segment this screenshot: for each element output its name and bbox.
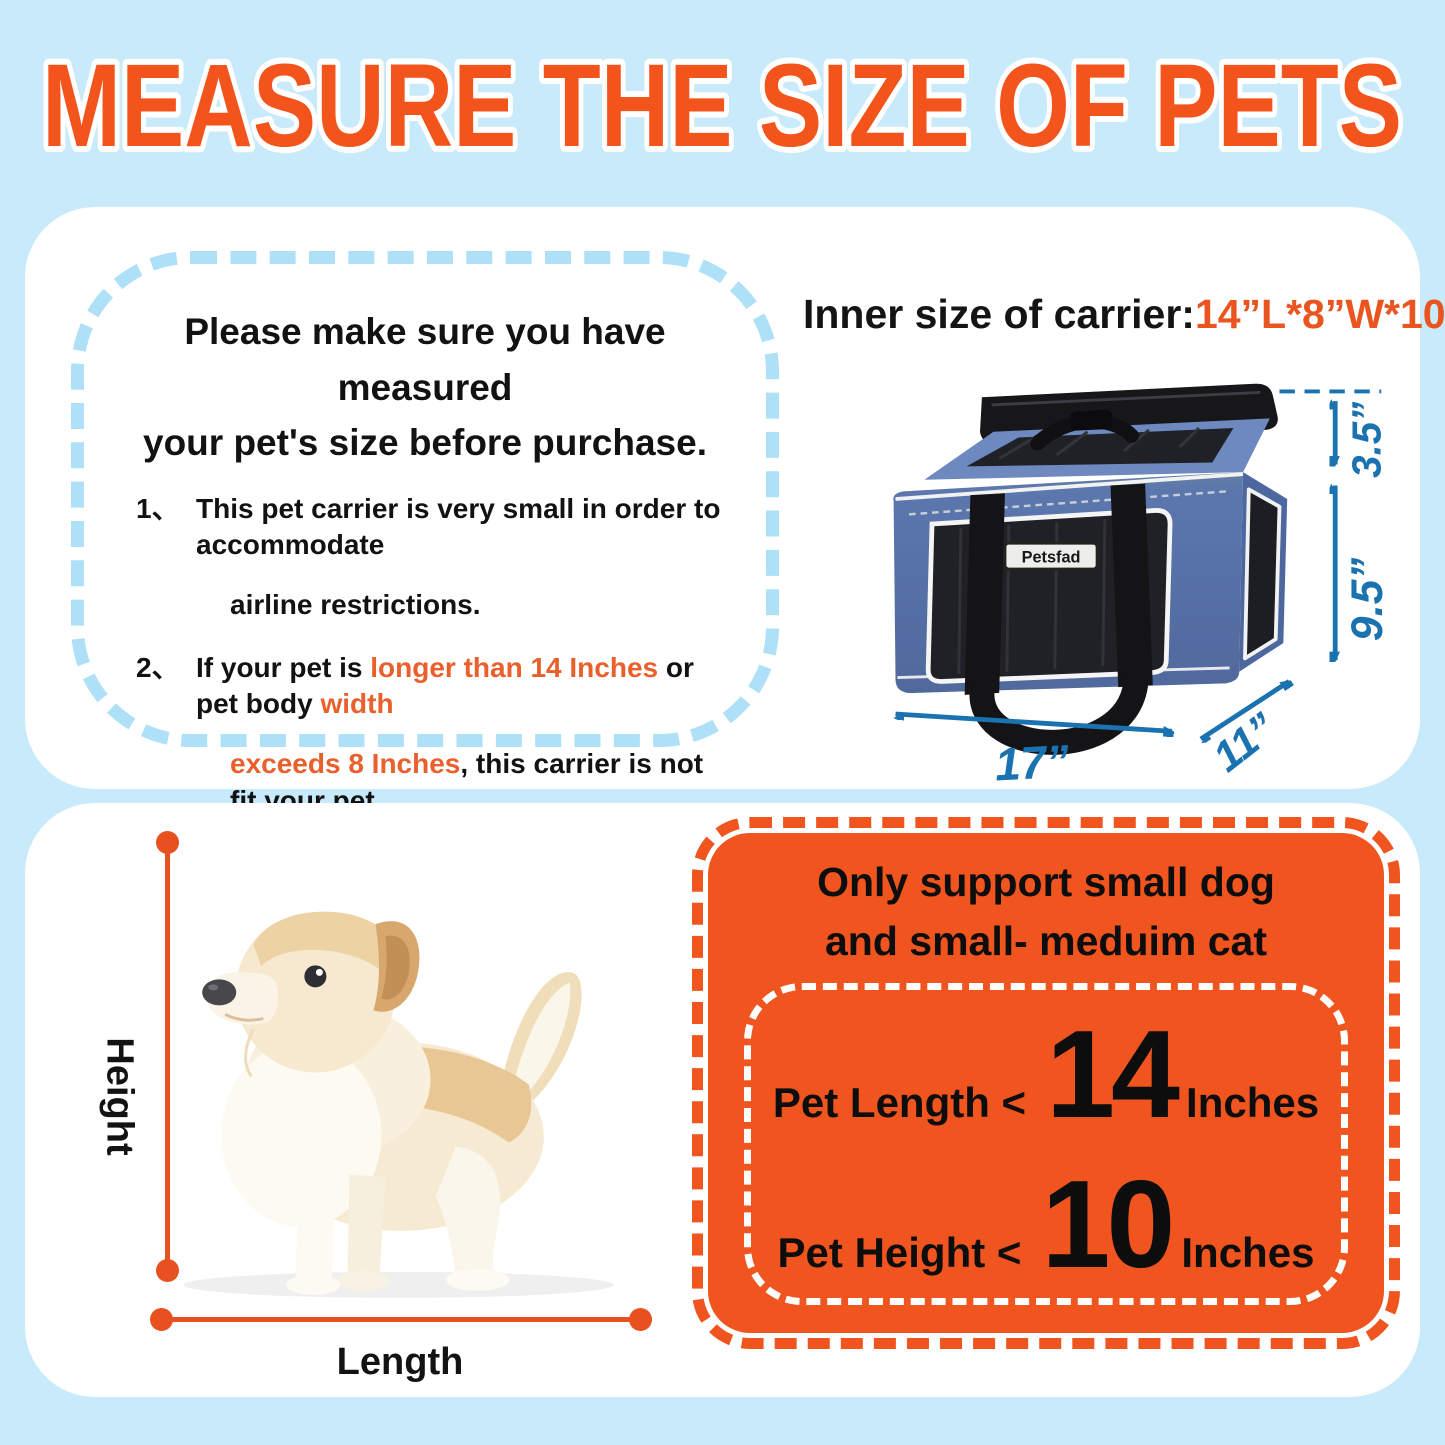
inner-size-value: 14”L*8”W*10”H [1194, 291, 1445, 337]
dog-chest [221, 1042, 382, 1227]
pet-length-label: Pet Length < [772, 1079, 1027, 1126]
page-title: MEASURE THE SIZE OF PETS [42, 40, 1402, 172]
highlight-width-word: width [320, 688, 394, 720]
height-label: Height [98, 1037, 141, 1156]
height-measure-dot-bottom [156, 1259, 179, 1282]
height-measure-line [165, 843, 170, 1267]
dog-photo-illustration [183, 911, 614, 1298]
length-measure-dot-right [629, 1308, 652, 1331]
notice-item-1-cont: airline restrictions. [230, 589, 481, 621]
length-measure-line [162, 1317, 640, 1322]
page-title-art: MEASURE THE SIZE OF PETS [36, 34, 1408, 178]
length-label: Length [336, 1341, 464, 1383]
pet-length-unit: Inches [1186, 1079, 1320, 1126]
support-heading: Only support small dog and small- meduim… [708, 833, 1384, 972]
length-measure-dot-left [150, 1308, 173, 1331]
support-heading-line1: Only support small dog [817, 859, 1275, 905]
dim-arrow-depth [1199, 681, 1289, 739]
notice-heading-line2: your pet's size before purchase. [143, 422, 707, 463]
height-measure-dot-top [156, 831, 179, 854]
dim-label-top: 3.5” [1343, 401, 1389, 478]
support-heading-line2: and small- meduim cat [824, 918, 1267, 965]
support-inner-dashed-box: Pet Length < 14 Inches Pet Height < 10 I… [744, 983, 1348, 1305]
carrier-strap-loop [969, 672, 1148, 755]
notice-heading-line1: Please make sure you have measured [184, 311, 666, 408]
dog-nose [202, 979, 237, 1006]
brand-logo-plate [1003, 541, 1099, 571]
pet-height-spec-row: Pet Height < 10 Inches [751, 1154, 1341, 1296]
notice-item-2: 2、 If your pet is longer than 14 Inches … [136, 650, 726, 723]
dog-front-leg-front [295, 1169, 338, 1281]
dog-eye [304, 965, 327, 988]
pet-height-value: 10 [1041, 1156, 1175, 1294]
carrier-side-mesh [1243, 487, 1282, 661]
dim-arrow-length [896, 714, 1172, 731]
support-box: Only support small dog and small- meduim… [692, 817, 1400, 1349]
item-text: If your pet is longer than 14 Inches or … [196, 651, 694, 720]
measure-notice-card: Please make sure you have measured your … [25, 207, 1445, 975]
pet-length-spec-row: Pet Length < 14 Inches [751, 1004, 1341, 1146]
pet-length-value: 14 [1046, 1006, 1180, 1144]
pet-height-label: Pet Height < [777, 1229, 1022, 1276]
item-number: 1、 [136, 492, 180, 524]
dim-label-length: 17” [993, 735, 1071, 787]
item-text: This pet carrier is very small in order … [196, 492, 721, 560]
dog-head-fluff [253, 911, 395, 975]
highlight-width-limit: exceeds 8 Inches [230, 748, 461, 780]
item-number: 2、 [136, 651, 180, 683]
notice-heading: Please make sure you have measured your … [118, 304, 732, 471]
pet-size-card: Height Length Only support small dog and… [25, 803, 1420, 1397]
dim-label-depth: 11” [1204, 703, 1285, 781]
notice-dashed-box: Please make sure you have measured your … [71, 251, 779, 975]
carrier-strap-right [1110, 483, 1153, 688]
inner-size-label: Inner size of carrier: [803, 291, 1195, 337]
inner-size-header: Inner size of carrier:14”L*8”W*10”H [803, 291, 1445, 338]
highlight-length-limit: longer than 14 Inches [370, 651, 659, 683]
dim-label-height: 9.5” [1343, 557, 1392, 641]
notice-item-1: 1、 This pet carrier is very small in ord… [136, 491, 726, 564]
carrier-strap-left [964, 493, 1005, 695]
brand-logo-text: Petsfad [1022, 548, 1081, 566]
dog-rear-leg [435, 1146, 501, 1277]
dog-front-leg-back [347, 1174, 386, 1277]
pet-height-unit: Inches [1181, 1229, 1315, 1276]
carrier-illustration: Petsfad 3.5” 9.5” 11” 17” [893, 383, 1392, 787]
